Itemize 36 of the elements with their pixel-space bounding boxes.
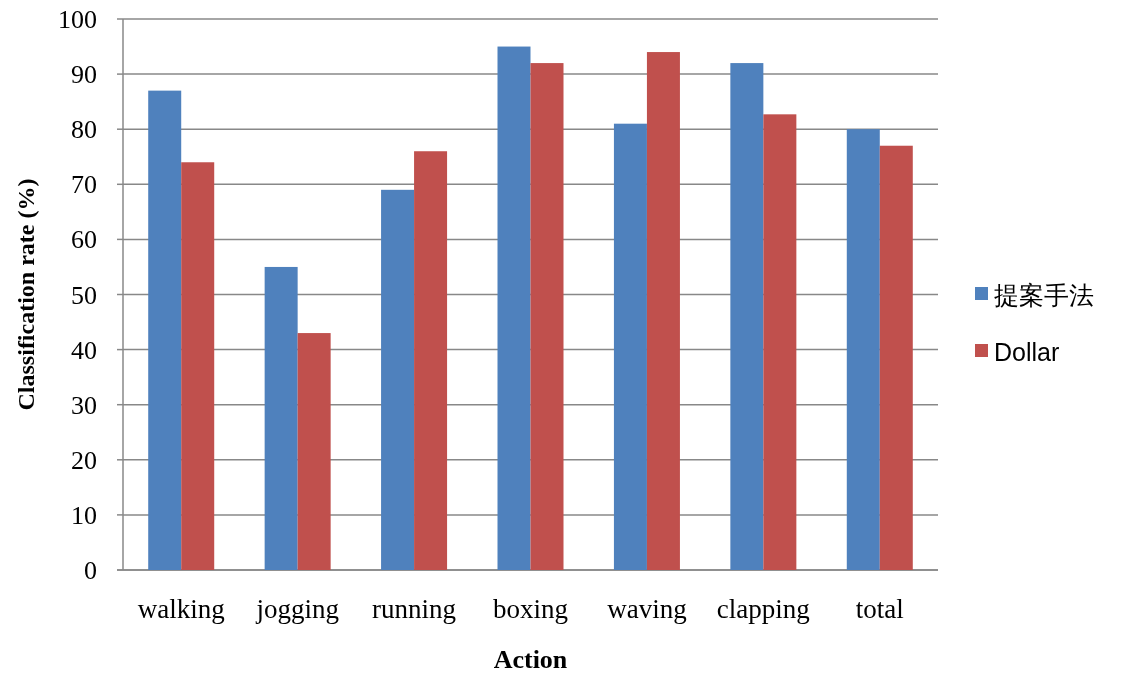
y-tick-label: 0 [84,556,97,585]
bar [497,46,531,570]
bar [613,123,647,570]
bar [297,333,331,570]
y-tick-label: 50 [71,280,97,310]
bar [381,189,415,570]
x-tick-label: jogging [255,594,339,624]
x-tick-label: clapping [716,594,810,624]
y-tick-label: 90 [71,60,97,90]
x-tick-label: waving [607,594,687,624]
bar [414,151,448,570]
bar [181,162,215,570]
x-tick-label: walking [137,594,225,624]
y-axis-title: Classification rate (%) [13,178,39,411]
bar [530,63,564,570]
y-tick-label: 20 [71,445,97,475]
bar [846,129,880,570]
bar [879,145,913,570]
y-tick-label: 70 [71,170,97,200]
y-tick-label: 40 [71,335,97,365]
x-tick-label: running [372,594,457,624]
x-tick-label: total [855,594,904,624]
y-tick-label: 60 [71,225,97,255]
x-axis-title: Action [493,645,568,674]
bar [148,90,182,570]
bar [763,114,797,570]
y-tick-label: 10 [71,500,97,530]
bar [646,52,680,570]
legend-label: 提案手法 [994,281,1094,309]
y-tick-label: 100 [58,5,97,34]
y-tick-label: 30 [71,390,97,420]
legend-label: Dollar [994,338,1060,366]
y-tick-label: 80 [71,115,97,145]
bar [730,63,764,570]
x-tick-label: boxing [492,594,569,624]
bar [264,266,298,570]
